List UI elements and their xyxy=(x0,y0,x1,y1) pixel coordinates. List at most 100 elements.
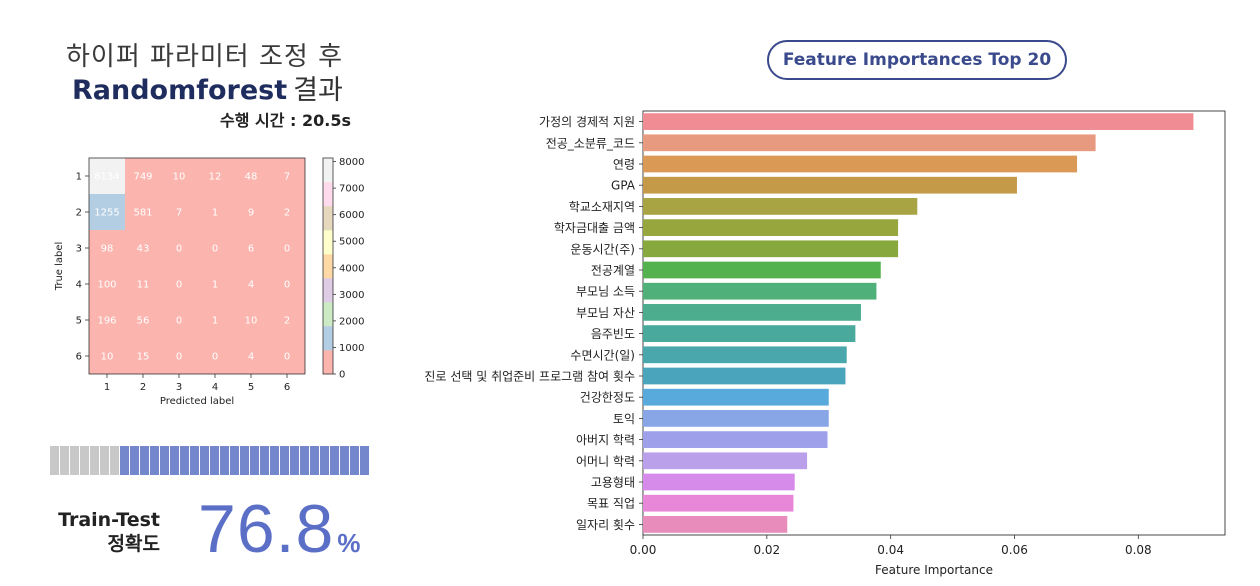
matrix-cell-value: 581 xyxy=(133,208,152,219)
importance-bar xyxy=(643,494,794,512)
matrix-cell-value: 9 xyxy=(248,208,254,219)
matrix-cell-value: 0 xyxy=(212,244,218,255)
matrix-cell-value: 0 xyxy=(176,352,182,363)
feature-label: 토익 xyxy=(613,412,635,426)
matrix-cell xyxy=(197,302,233,338)
matrix-cell-value: 56 xyxy=(137,316,150,327)
x-tick-label: 0.02 xyxy=(753,543,780,557)
matrix-cell-value: 0 xyxy=(284,244,290,255)
importance-bar xyxy=(643,176,1017,194)
matrix-cell-value: 48 xyxy=(245,172,258,183)
feature-label: 어머니 학력 xyxy=(576,454,635,468)
colorbar-segment xyxy=(323,326,333,351)
matrix-cell xyxy=(125,266,161,302)
elapsed-time: 수행 시간 : 20.5s xyxy=(220,111,351,130)
feature-label: 부모님 자산 xyxy=(576,306,635,320)
x-tick-label: 0.06 xyxy=(1001,543,1028,557)
matrix-cell-value: 4 xyxy=(248,280,254,291)
matrix-cell xyxy=(125,194,161,230)
colorbar-segment xyxy=(323,350,333,375)
matrix-cell xyxy=(197,338,233,374)
importance-bar xyxy=(643,346,847,364)
feature-label: 부모님 소득 xyxy=(576,285,635,299)
feature-importance-title-pill: Feature Importances Top 20 xyxy=(767,40,1067,80)
progress-segment-filled xyxy=(190,446,199,475)
accuracy-label-line2: 정확도 xyxy=(107,533,160,555)
progress-segment-filled xyxy=(120,446,129,475)
y-tick-label: 3 xyxy=(76,244,82,255)
matrix-cell-value: 196 xyxy=(97,316,116,327)
feature-label: 연령 xyxy=(613,158,635,172)
importance-bar xyxy=(643,134,1096,152)
progress-segment-empty xyxy=(110,446,119,475)
progress-segment-filled xyxy=(260,446,269,475)
matrix-cell-value: 0 xyxy=(284,352,290,363)
matrix-cell-value: 2 xyxy=(284,208,290,219)
matrix-cell xyxy=(197,266,233,302)
importance-bar xyxy=(643,388,829,406)
matrix-cell xyxy=(89,194,125,230)
feature-label: 아버지 학력 xyxy=(576,433,635,447)
accuracy-unit: % xyxy=(337,528,362,558)
colorbar-segment xyxy=(323,230,333,255)
matrix-cell xyxy=(233,266,269,302)
colorbar-segment xyxy=(323,158,333,183)
matrix-cell-value: 0 xyxy=(212,352,218,363)
matrix-cell-value: 11 xyxy=(137,280,150,291)
matrix-cell xyxy=(197,158,233,194)
progress-segment-filled xyxy=(290,446,299,475)
matrix-cell xyxy=(125,158,161,194)
matrix-cell xyxy=(89,302,125,338)
y-tick-label: 4 xyxy=(76,280,82,291)
colorbar-segment xyxy=(323,254,333,279)
colorbar-segment xyxy=(323,182,333,207)
x-tick-label: 0.04 xyxy=(877,543,904,557)
matrix-cell xyxy=(233,230,269,266)
progress-segment-empty xyxy=(60,446,69,475)
colorbar-tick-label: 1000 xyxy=(339,343,364,354)
matrix-cell-value: 15 xyxy=(137,352,150,363)
progress-segment-empty xyxy=(70,446,79,475)
x-tick-label: 6 xyxy=(284,382,290,393)
accuracy-progress-bar xyxy=(50,446,370,475)
feature-label: 고용형태 xyxy=(591,476,635,490)
feature-label: 수면시간(일) xyxy=(570,348,635,362)
progress-segment-empty xyxy=(90,446,99,475)
colorbar-segment xyxy=(323,206,333,231)
matrix-cell-value: 1 xyxy=(212,280,218,291)
progress-segment-filled xyxy=(280,446,289,475)
progress-segment-filled xyxy=(150,446,159,475)
progress-segment-empty xyxy=(50,446,59,475)
y-tick-label: 6 xyxy=(76,352,82,363)
matrix-cell xyxy=(269,230,305,266)
progress-segment-filled xyxy=(250,446,259,475)
progress-segment-empty xyxy=(80,446,89,475)
progress-segment-filled xyxy=(130,446,139,475)
importance-bar xyxy=(643,473,795,491)
matrix-cell-value: 100 xyxy=(97,280,116,291)
matrix-cell-value: 1255 xyxy=(94,208,119,219)
matrix-cell xyxy=(269,194,305,230)
title-line2: Randomforest 결과 xyxy=(72,68,343,107)
matrix-cell xyxy=(269,338,305,374)
colorbar-tick-label: 7000 xyxy=(339,184,364,195)
matrix-cell-value: 6 xyxy=(248,244,254,255)
matrix-cell xyxy=(89,158,125,194)
matrix-cell xyxy=(197,230,233,266)
matrix-cell xyxy=(233,338,269,374)
x-tick-label: 5 xyxy=(248,382,254,393)
matrix-cell-value: 7 xyxy=(176,208,182,219)
matrix-cell-value: 4 xyxy=(248,352,254,363)
progress-segment-filled xyxy=(220,446,229,475)
x-axis-label: Predicted label xyxy=(160,396,234,407)
importance-bar xyxy=(643,282,877,300)
matrix-cell xyxy=(125,338,161,374)
matrix-cell-value: 0 xyxy=(176,280,182,291)
feature-label: 운동시간(주) xyxy=(570,242,635,256)
progress-segment-filled xyxy=(270,446,279,475)
matrix-cell xyxy=(89,230,125,266)
matrix-cell xyxy=(89,266,125,302)
feature-label: 학교소재지역 xyxy=(569,200,635,214)
progress-segment-filled xyxy=(170,446,179,475)
